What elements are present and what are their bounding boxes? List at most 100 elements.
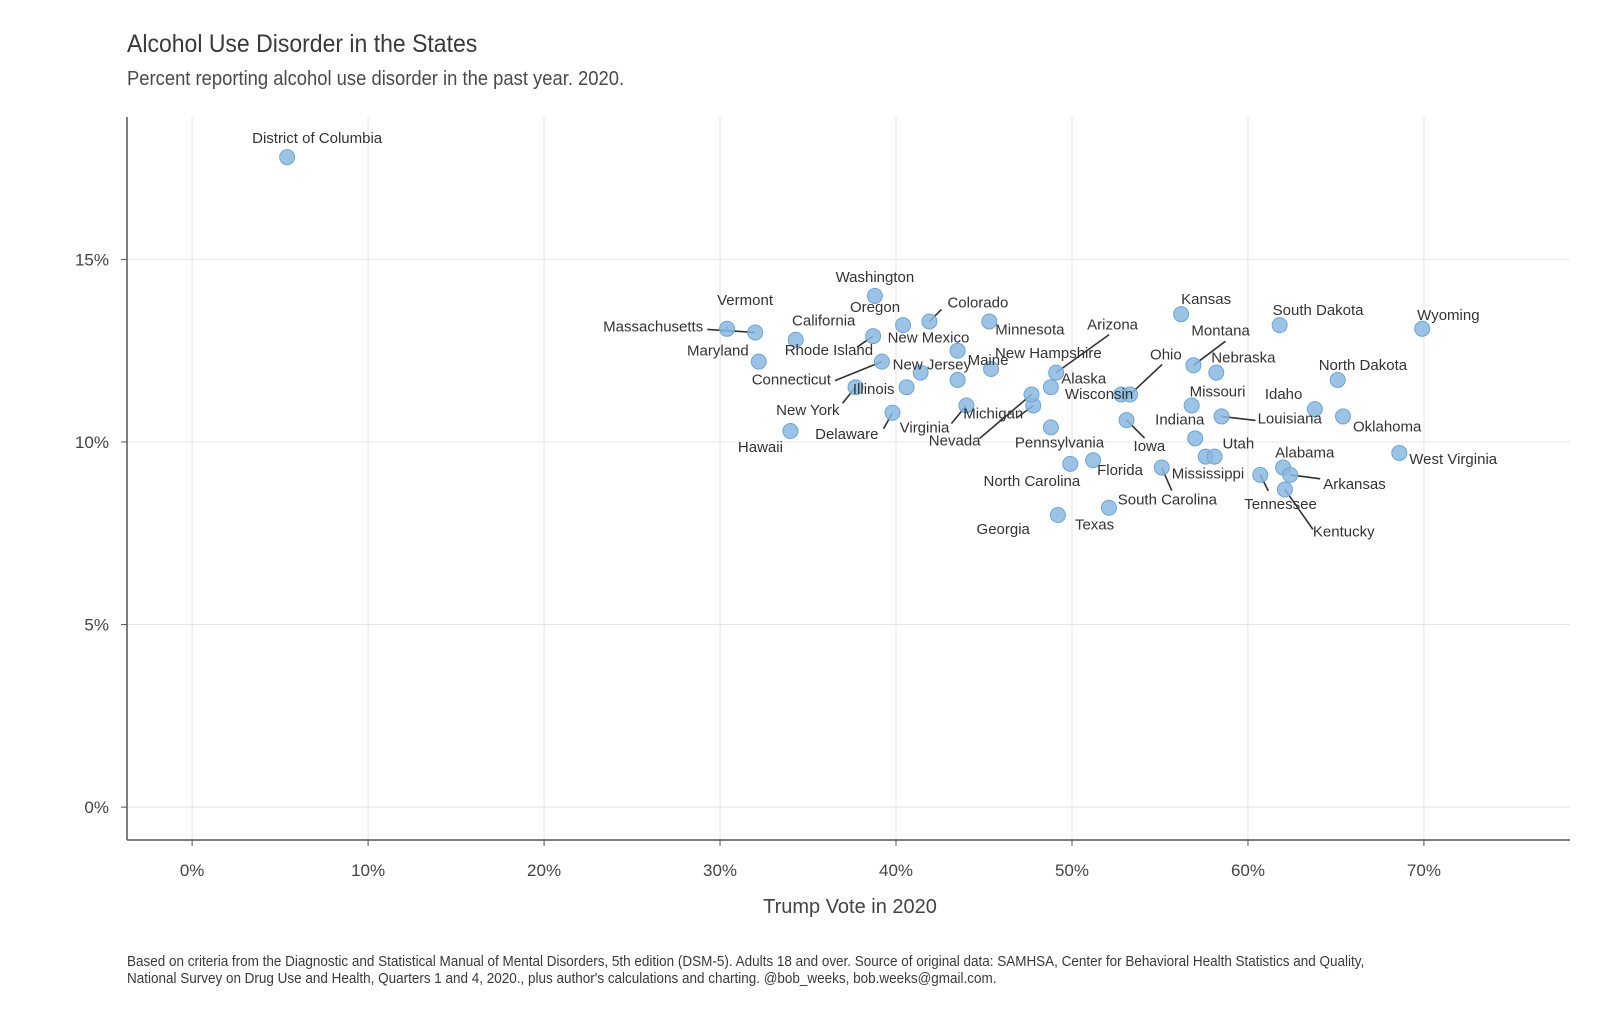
data-point: [1306, 401, 1323, 418]
data-point: [1187, 430, 1204, 447]
point-label: Massachusetts: [603, 318, 703, 335]
data-point: [1042, 419, 1059, 436]
point-label: Vermont: [717, 292, 774, 309]
point-label: Ohio: [1150, 347, 1182, 364]
point-label: New York: [776, 402, 840, 419]
data-point: [1153, 459, 1170, 476]
data-point: [898, 379, 915, 396]
y-tick-label: 15%: [75, 250, 109, 269]
point-label: Utah: [1223, 436, 1255, 453]
x-axis-label: Trump Vote in 2020: [763, 896, 937, 918]
data-point: [921, 313, 938, 330]
point-label: Michigan: [963, 405, 1023, 422]
data-point: [1206, 448, 1223, 465]
leader-line: [834, 360, 883, 382]
x-tick-label: 50%: [1055, 861, 1089, 880]
point-label: Pennsylvania: [1015, 434, 1105, 451]
point-label: Nebraska: [1211, 350, 1276, 367]
data-point: [949, 371, 966, 388]
point-label: Minnesota: [995, 321, 1065, 338]
data-point: [719, 320, 736, 337]
x-tick-label: 70%: [1407, 861, 1441, 880]
scatter-chart: 0% 10% 20% 30% 40% 50% 60% 70% 0% 5% 10% 15% Distri…: [75, 117, 1570, 918]
point-label: Arizona: [1087, 317, 1139, 334]
point-label: South Carolina: [1118, 492, 1218, 509]
point-label: Missouri: [1190, 383, 1246, 400]
leader-line: [978, 393, 1033, 440]
y-tick-label: 5%: [84, 616, 109, 635]
point-label: South Dakota: [1273, 302, 1365, 319]
data-point: [782, 423, 799, 440]
point-label: Oregon: [850, 299, 900, 316]
point-label: California: [792, 313, 856, 330]
point-label: Alabama: [1275, 445, 1335, 462]
chart-subtitle: Percent reporting alcohol use disorder i…: [127, 68, 625, 90]
point-label: Wyoming: [1417, 307, 1479, 324]
data-point: [1023, 386, 1040, 403]
point-label: Florida: [1097, 462, 1144, 479]
point-label: Montana: [1191, 322, 1250, 339]
data-point: [1049, 507, 1066, 524]
point-label: Texas: [1075, 517, 1114, 534]
data-point: [866, 287, 883, 304]
point-label: Kentucky: [1313, 523, 1375, 540]
data-point: [983, 360, 1000, 377]
data-point: [949, 342, 966, 359]
data-point: [1100, 499, 1117, 516]
y-tick-label: 10%: [75, 433, 109, 452]
data-point: [912, 364, 929, 381]
point-label: Iowa: [1134, 438, 1166, 455]
data-point: [1334, 408, 1351, 425]
point-label: New Mexico: [888, 330, 970, 347]
data-point: [1213, 408, 1230, 425]
point-label: Colorado: [947, 294, 1008, 311]
x-tick-label: 40%: [879, 861, 913, 880]
point-label: Tennessee: [1244, 496, 1317, 513]
point-label: Rhode Island: [785, 342, 873, 359]
data-point: [1391, 444, 1408, 461]
data-point: [1414, 320, 1431, 337]
data-point: [884, 404, 901, 421]
data-point: [1252, 466, 1269, 483]
point-label: Illinois: [853, 381, 895, 398]
x-tick-label: 0%: [180, 861, 205, 880]
point-labels: District of Columbia Vermont Massachusetts…: [252, 130, 1498, 540]
data-point: [873, 353, 890, 370]
point-label: Maine: [968, 352, 1009, 369]
point-label: Alaska: [1061, 371, 1107, 388]
leader-line: [1055, 333, 1110, 374]
gridlines: [127, 117, 1570, 840]
axes: 0% 10% 20% 30% 40% 50% 60% 70% 0% 5% 10% 15%: [75, 117, 1570, 880]
x-tick-label: 30%: [703, 861, 737, 880]
data-point: [1208, 364, 1225, 381]
x-tick-label: 10%: [351, 861, 385, 880]
data-point: [1173, 306, 1190, 323]
point-label: Washington: [836, 269, 915, 286]
data-point: [1122, 386, 1139, 403]
data-point: [1185, 357, 1202, 374]
data-point: [750, 353, 767, 370]
data-point: [747, 324, 764, 341]
point-label: Virginia: [900, 419, 950, 436]
point-label: North Dakota: [1319, 357, 1408, 374]
data-point: [1085, 452, 1102, 469]
point-label: New Jersey: [893, 357, 972, 374]
x-tick-label: 60%: [1231, 861, 1265, 880]
data-point: [1276, 481, 1293, 498]
data-point: [895, 317, 912, 334]
data-point: [787, 331, 804, 348]
chart-caption: Based on criteria from the Diagnostic an…: [127, 954, 1365, 987]
data-point: [958, 397, 975, 414]
point-label: West Virginia: [1409, 451, 1497, 468]
data-point: [981, 313, 998, 330]
point-label: Connecticut: [752, 372, 832, 389]
point-label: Georgia: [977, 521, 1031, 538]
point-label: New Hampshire: [995, 345, 1102, 362]
y-tick-label: 0%: [84, 798, 109, 817]
data-point: [1062, 455, 1079, 472]
x-tick-label: 20%: [527, 861, 561, 880]
data-point: [1282, 466, 1299, 483]
point-label: Mississippi: [1172, 466, 1245, 483]
chart-title: Alcohol Use Disorder in the States: [127, 30, 478, 58]
point-label: Kansas: [1181, 291, 1231, 308]
